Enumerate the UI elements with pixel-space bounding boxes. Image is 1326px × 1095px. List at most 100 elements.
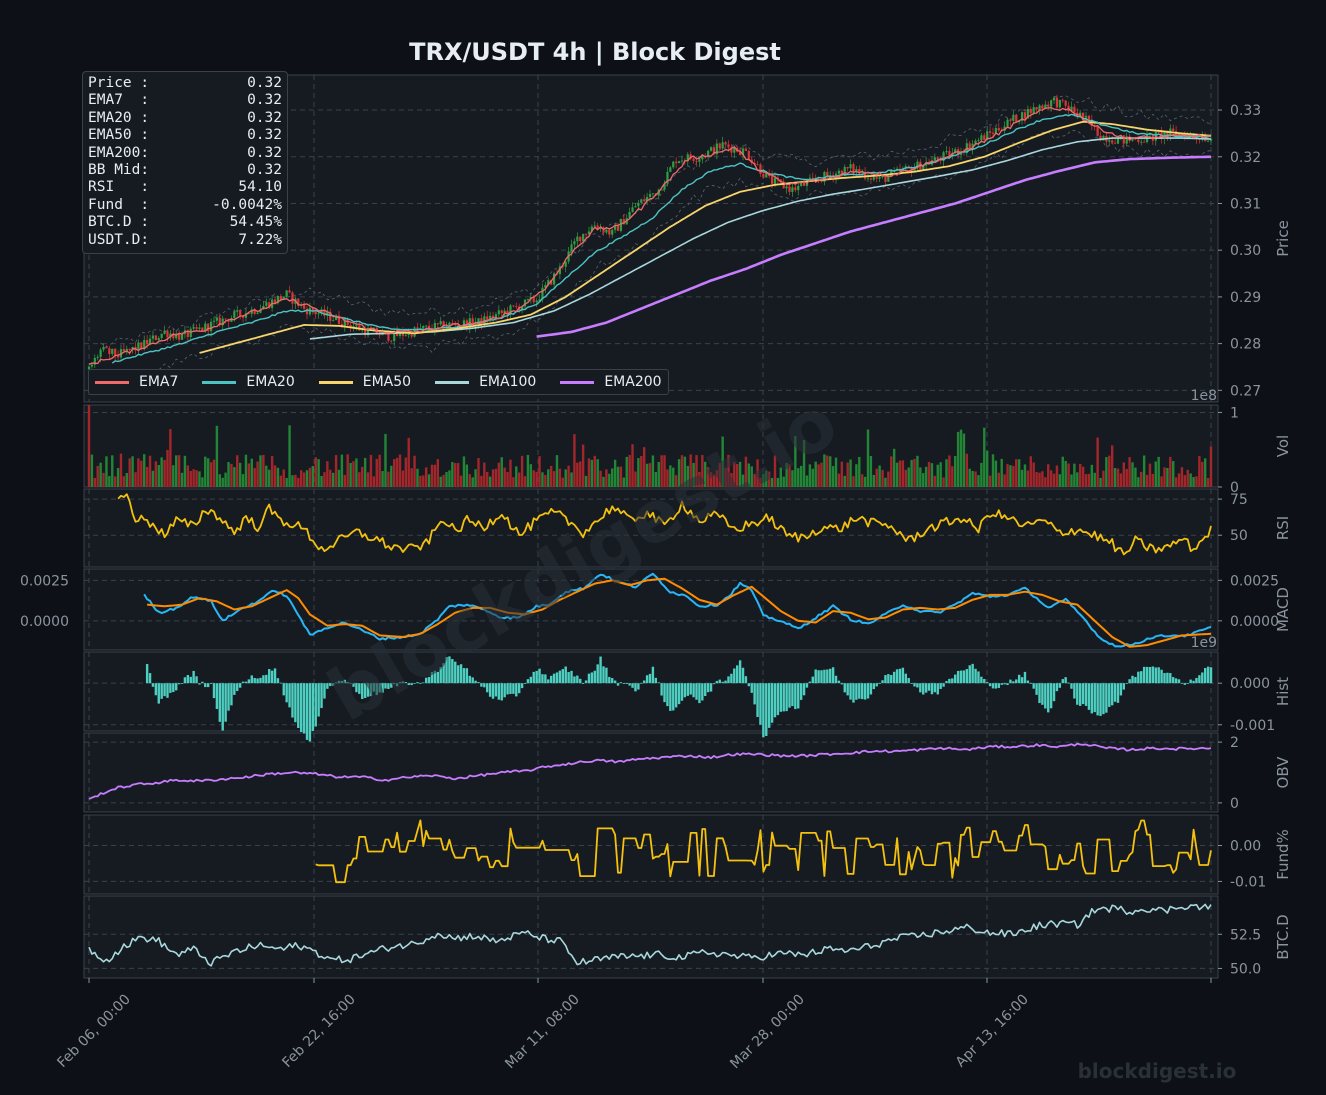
candle-body [878,177,881,179]
volume-bar [1177,473,1181,487]
volume-bar [738,461,742,487]
volume-bar [488,476,492,487]
volume-bar [212,459,216,487]
candle-body [863,172,867,179]
legend-item-ema20: EMA20 [202,374,295,390]
hist-bar [163,683,166,697]
y-axis-label: Vol [1274,435,1292,457]
hist-bar [189,676,192,684]
hist-bar [198,683,201,685]
hist-bar [270,670,274,684]
hist-bar [1116,683,1120,703]
hist-bar [645,675,649,684]
volume-bar [424,467,428,487]
candle-body [686,154,689,162]
volume-bar [1206,477,1210,487]
volume-bar [500,457,503,487]
volume-bar [186,465,190,487]
volume-bar [183,455,187,487]
hist-bar [256,678,259,684]
hist-bar [331,683,335,686]
candle-body [727,144,730,148]
volume-bar [317,459,320,487]
volume-bar [247,463,251,487]
volume-bar [1087,473,1091,487]
hist-bar [1169,673,1172,684]
volume-bar [1174,477,1178,487]
volume-bar [326,461,329,487]
volume-bar [593,455,596,487]
hist-bar [407,683,410,686]
hist-bar [206,683,210,688]
chart-legend: EMA7 EMA20 EMA50 EMA100 EMA200 [88,369,669,395]
volume-bar [567,465,570,487]
volume-bar [869,455,873,487]
hist-bar [1180,682,1184,684]
hist-bar [715,680,719,684]
hist-bar [968,665,971,684]
candle-body [974,140,977,144]
hist-bar [637,683,640,690]
volume-bar [765,470,768,487]
info-row-ema7: EMA7 : 0.32 [88,92,282,109]
volume-bar [544,474,547,487]
hist-bar [483,683,486,688]
hist-bar [1000,683,1003,685]
hist-bar [1035,683,1038,695]
hist-bar [1160,669,1163,684]
hist-bar [424,677,428,684]
volume-bar [721,436,724,487]
volume-bar [334,455,338,487]
hist-bar [1154,667,1157,684]
volume-bar [404,457,408,487]
hist-bar [622,683,626,684]
hist-bar [308,683,312,742]
volume-bar [698,471,701,487]
candle-body [521,306,524,311]
volume-bar [108,476,111,487]
candle-body [390,340,393,342]
volume-bar [584,475,588,487]
hist-bar [863,683,867,700]
legend-label: EMA20 [246,374,295,390]
volume-bar [224,472,227,487]
volume-bar [1064,460,1067,487]
volume-bar [788,464,791,487]
candle-body [994,128,998,134]
volume-bar [628,455,631,487]
hist-bar [936,683,939,695]
volume-bar [369,454,373,487]
candle-body [404,335,407,336]
candle-body [823,171,826,182]
hist-bar [1140,671,1143,684]
volume-bar [855,464,858,487]
volume-bar [901,460,905,487]
volume-bar [1038,472,1041,487]
candle-body [1009,119,1012,121]
hist-bar [177,683,181,685]
hist-bar [881,680,884,684]
candle-body [311,307,314,312]
hist-bar [337,680,341,684]
hist-bar [375,683,378,696]
hist-bar [779,683,783,712]
volume-bar [875,468,878,487]
hist-bar [1084,683,1088,706]
volume-bar [791,470,794,487]
volume-bar [491,469,495,487]
candle-body [837,170,841,174]
hist-bar [1061,679,1064,684]
candle-body [933,157,936,161]
volume-bar [395,457,399,487]
info-row-ema20: EMA20 : 0.32 [88,110,282,127]
volume-bar [799,465,803,487]
y-tick-label-left: 0.0025 [20,573,69,589]
hist-bar [930,683,934,695]
candle-body [96,356,99,358]
candle-body [436,323,439,325]
hist-bar [1073,683,1076,699]
volume-bar [686,465,689,487]
candle-body [637,202,640,207]
hist-bar [689,683,692,695]
candle-body [1166,132,1169,136]
